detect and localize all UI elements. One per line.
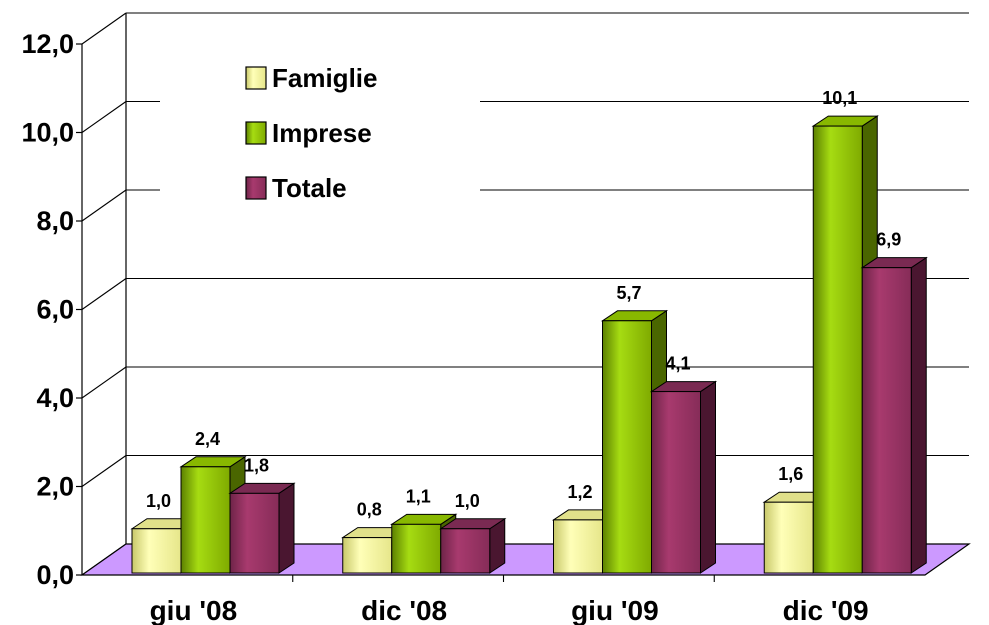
gridline-depth <box>81 101 127 133</box>
gridline-depth <box>81 189 127 222</box>
y-tick-label: 0,0 <box>36 560 74 590</box>
bar-totale <box>439 517 507 574</box>
bar-totale <box>228 482 296 574</box>
data-label: 2,4 <box>195 429 220 449</box>
x-category-label: dic '09 <box>783 595 869 625</box>
data-label: 10,1 <box>822 88 857 108</box>
data-label: 1,8 <box>244 455 269 475</box>
floor-plane <box>80 543 971 576</box>
data-label: 1,0 <box>455 491 480 511</box>
y-tick-label: 6,0 <box>36 295 74 325</box>
legend-swatch <box>245 121 267 145</box>
legend-item-totale: Totale <box>245 173 347 203</box>
gridline-depth <box>81 455 127 487</box>
x-category-label: dic '08 <box>361 595 447 625</box>
y-tick-label: 8,0 <box>36 206 74 236</box>
legend-label: Totale <box>272 173 347 203</box>
data-label: 5,7 <box>616 283 641 303</box>
legend-item-imprese: Imprese <box>245 118 372 148</box>
legend-swatch <box>245 66 267 90</box>
x-category-label: giu '08 <box>150 595 238 625</box>
data-label: 1,1 <box>406 486 431 506</box>
bar-totale <box>649 380 718 574</box>
gridline-depth <box>81 12 127 45</box>
bar-series <box>130 115 928 574</box>
y-tick-label: 12,0 <box>21 29 74 59</box>
data-label: 1,0 <box>146 491 171 511</box>
y-tick-label: 10,0 <box>21 118 74 148</box>
legend: Famiglie Imprese Totale <box>160 58 480 218</box>
legend-label: Famiglie <box>272 63 377 93</box>
data-label: 4,1 <box>665 354 690 374</box>
legend-swatch <box>245 176 267 200</box>
x-category-label: giu '09 <box>571 595 659 625</box>
legend-item-famiglie: Famiglie <box>245 63 377 93</box>
y-tick-label: 2,0 <box>36 472 74 502</box>
gridline-depth <box>81 366 127 399</box>
bar-totale <box>860 256 928 574</box>
data-label: 1,2 <box>567 482 592 502</box>
y-tick-label: 4,0 <box>36 383 74 413</box>
data-labels: 1,0 2,4 1,8 0,8 1,1 1,0 1,2 5,7 4,1 1,6 10,1 6,9 <box>146 88 901 520</box>
legend-label: Imprese <box>272 118 372 148</box>
y-axis: 0,0 2,0 4,0 6,0 8,0 10,0 12,0 giu '08 dic '08 giu… <box>21 29 868 625</box>
plot-floor <box>80 543 971 576</box>
data-label: 0,8 <box>357 500 382 520</box>
data-label: 6,9 <box>876 230 901 250</box>
data-label: 1,6 <box>778 464 803 484</box>
legend-background <box>160 58 480 218</box>
gridline-depth <box>81 278 127 310</box>
